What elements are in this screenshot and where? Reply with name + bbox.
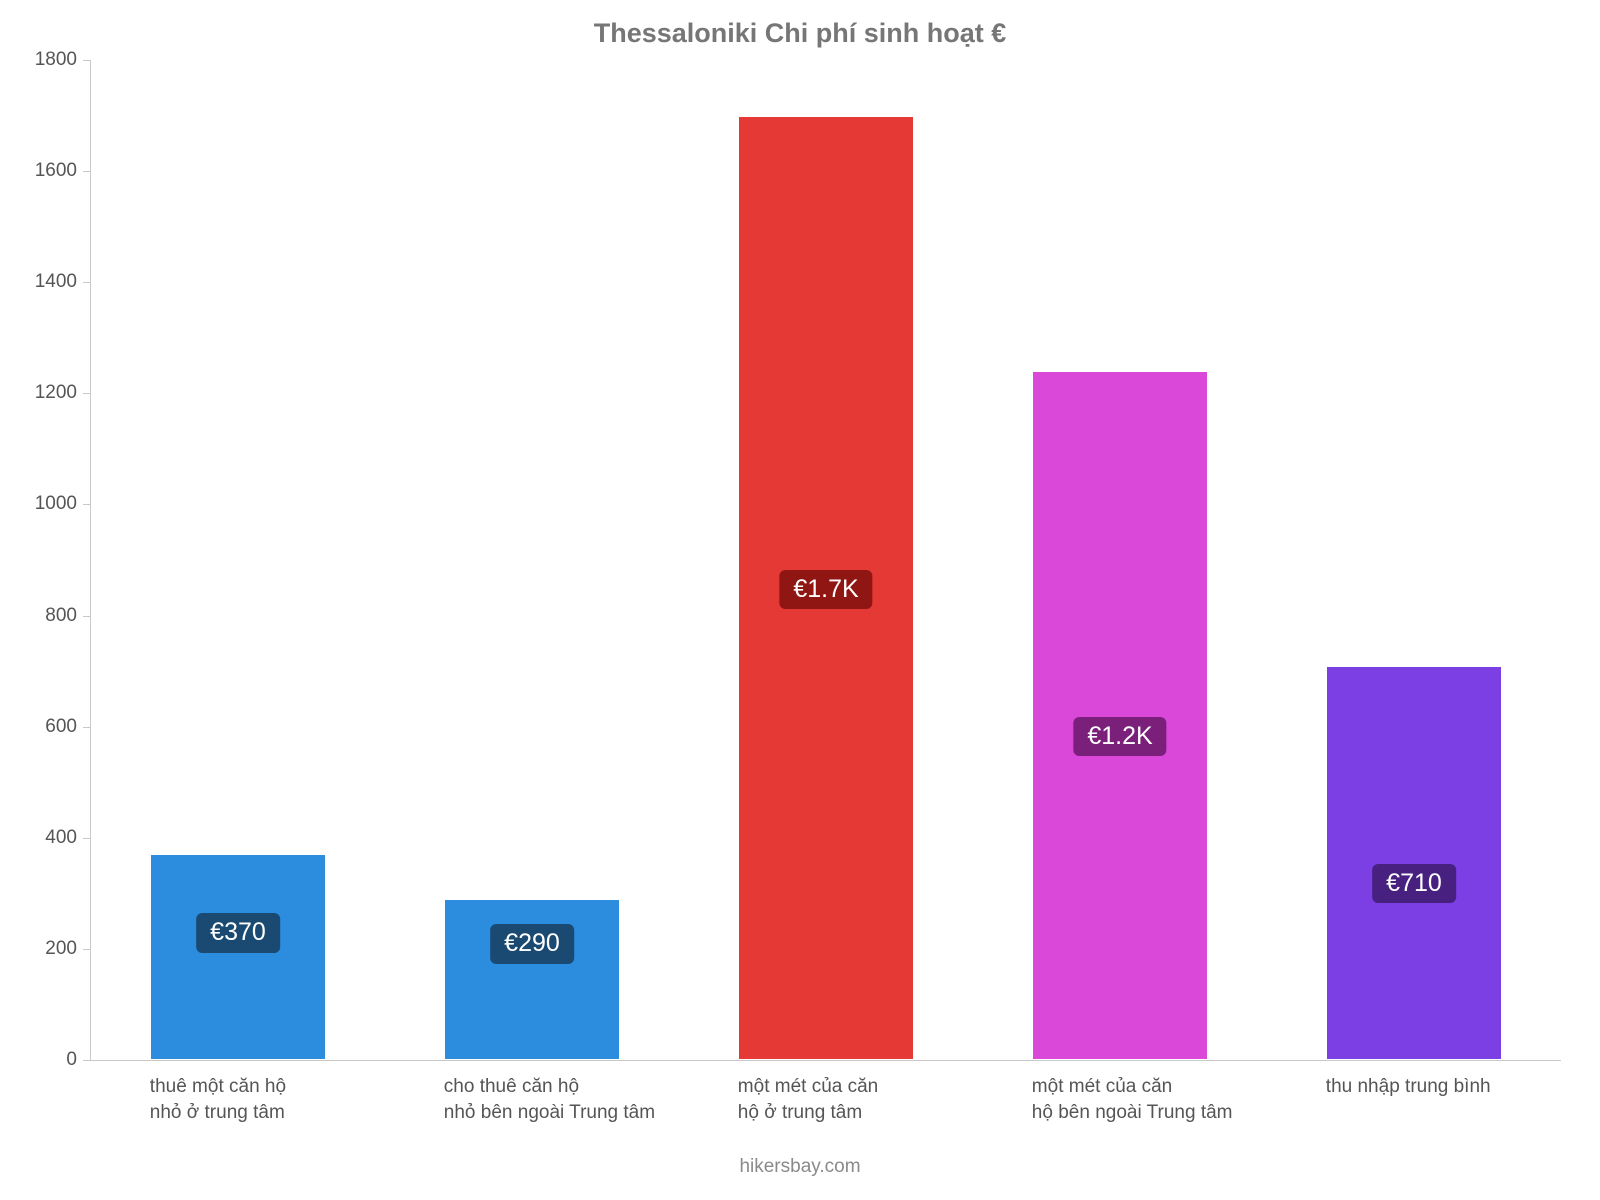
x-category-label: một mét của căn hộ ở trung tâm bbox=[738, 1060, 1017, 1125]
y-tick-label: 800 bbox=[45, 605, 91, 627]
y-tick-label: 1600 bbox=[35, 160, 91, 182]
bar: €1.7K bbox=[738, 116, 914, 1060]
x-category-label: thu nhập trung bình bbox=[1326, 1060, 1600, 1100]
bar-value-badge: €1.7K bbox=[779, 570, 872, 610]
attribution-text: hikersbay.com bbox=[0, 1156, 1600, 1178]
x-category-label: cho thuê căn hộ nhỏ bên ngoài Trung tâm bbox=[444, 1060, 723, 1125]
bar-value-badge: €290 bbox=[490, 924, 574, 964]
bar: €1.2K bbox=[1032, 371, 1208, 1060]
chart-title: Thessaloniki Chi phí sinh hoạt € bbox=[0, 18, 1600, 49]
bar: €290 bbox=[444, 899, 620, 1060]
x-category-label: thuê một căn hộ nhỏ ở trung tâm bbox=[150, 1060, 429, 1125]
plot-area: 020040060080010001200140016001800€370thu… bbox=[90, 60, 1561, 1061]
bar: €710 bbox=[1326, 666, 1502, 1060]
x-category-label: một mét của căn hộ bên ngoài Trung tâm bbox=[1032, 1060, 1311, 1125]
cost-of-living-chart: Thessaloniki Chi phí sinh hoạt € 0200400… bbox=[0, 0, 1600, 1200]
y-tick-label: 1200 bbox=[35, 382, 91, 404]
bar-value-badge: €1.2K bbox=[1073, 717, 1166, 757]
y-tick-label: 1400 bbox=[35, 271, 91, 293]
y-tick-label: 400 bbox=[45, 827, 91, 849]
bar: €370 bbox=[150, 854, 326, 1060]
y-tick-label: 200 bbox=[45, 938, 91, 960]
bar-value-badge: €370 bbox=[196, 913, 280, 953]
y-tick-label: 0 bbox=[66, 1049, 91, 1071]
y-tick-label: 600 bbox=[45, 716, 91, 738]
y-tick-label: 1000 bbox=[35, 493, 91, 515]
y-tick-label: 1800 bbox=[35, 49, 91, 71]
bar-value-badge: €710 bbox=[1372, 864, 1456, 904]
